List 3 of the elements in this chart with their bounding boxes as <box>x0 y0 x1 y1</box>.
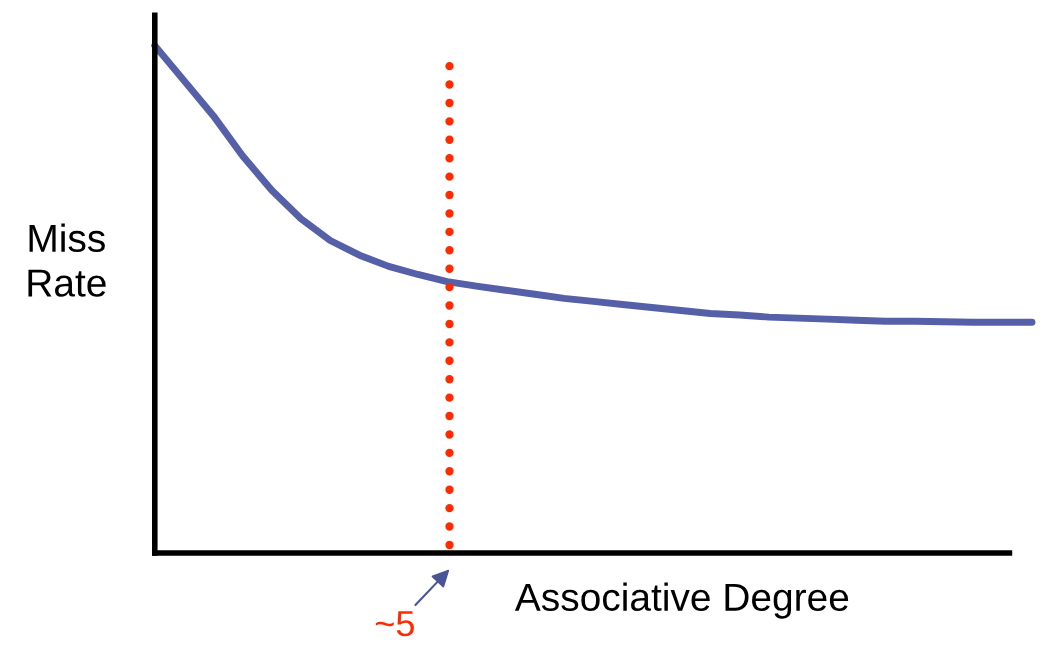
x-axis-title: Associative Degree <box>514 582 849 619</box>
y-axis-title: Miss Rate <box>28 223 106 297</box>
text: ~5 <box>375 611 414 637</box>
